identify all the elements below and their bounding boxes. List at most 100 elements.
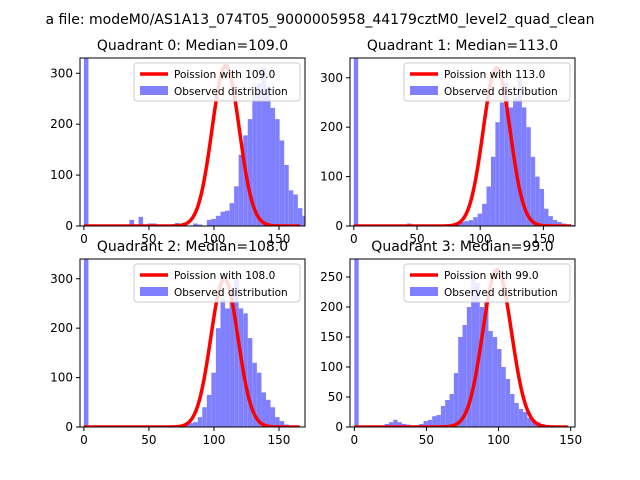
y-tick-label: 200 (320, 120, 343, 134)
histogram-bar (293, 194, 298, 226)
histogram-bar (270, 107, 276, 226)
histogram-bar (557, 222, 562, 226)
histogram-bar (256, 83, 262, 226)
histogram-bar (225, 210, 230, 226)
y-tick-label: 200 (50, 321, 73, 335)
histogram-bar (202, 407, 207, 427)
legend-hist-label: Observed distribution (174, 287, 288, 299)
histogram-bar (445, 400, 450, 427)
histogram-bar (215, 328, 221, 427)
legend-hist-label: Observed distribution (444, 86, 558, 98)
histogram-bar (83, 259, 89, 427)
legend-hist-label: Observed distribution (174, 86, 288, 98)
x-tick-label: 150 (532, 232, 555, 246)
legend-box (133, 62, 301, 102)
histogram-bar (427, 419, 433, 427)
histogram-bar (129, 219, 134, 226)
y-tick-label: 200 (50, 117, 73, 131)
poisson-fit-line (353, 268, 569, 427)
histogram-bar (517, 77, 522, 226)
histogram-bar (527, 418, 532, 427)
legend-hist-swatch (410, 86, 438, 95)
histogram-bar (279, 421, 285, 427)
histogram-bar (544, 208, 549, 226)
histogram-bar (479, 307, 485, 427)
histogram-bar (225, 308, 230, 427)
y-tick-label: 300 (320, 71, 343, 85)
y-tick-label: 0 (335, 219, 343, 233)
histogram-bar (471, 271, 476, 427)
subplot-quadrant-2: Quadrant 2: Median=108.0 0 50 100 150 0 100 200… (50, 239, 306, 447)
histogram-bar (220, 211, 226, 226)
histogram-bar (234, 278, 239, 427)
legend: Poission with 108.0 Observed distribution (133, 263, 301, 303)
axes-frame (349, 258, 576, 428)
histogram-bar (548, 216, 553, 226)
histogram-bar (138, 216, 144, 226)
histogram-bar (504, 82, 509, 226)
subplot-title: Quadrant 3: Median=99.0 (371, 239, 553, 255)
histogram-bar (193, 223, 198, 226)
x-tick-label: 150 (268, 232, 291, 246)
histogram-bar (482, 203, 487, 226)
histogram-bar (492, 337, 498, 427)
histogram-bar (490, 156, 496, 226)
histogram-bar (510, 394, 515, 427)
histogram-bar (261, 392, 266, 427)
subplot-title: Quadrant 0: Median=109.0 (97, 38, 288, 54)
histogram-bar (436, 415, 441, 427)
histogram-bar (297, 208, 303, 226)
histogram-bar (432, 416, 437, 427)
histogram-bar (288, 190, 294, 226)
plot-area (83, 259, 301, 427)
histogram-bar (270, 407, 276, 427)
legend-hist-swatch (140, 287, 168, 296)
legend-fit-label: Poission with 109.0 (174, 69, 275, 81)
histogram-bar (215, 215, 221, 226)
histogram-bar (312, 223, 317, 226)
y-tick-label: 50 (328, 390, 343, 404)
y-tick-label: 300 (50, 66, 73, 80)
histogram-bar (265, 87, 271, 226)
y-tick-label: 0 (335, 420, 343, 434)
histogram-bar (423, 421, 428, 427)
x-tick-label: 50 (141, 232, 156, 246)
histogram-bar (462, 325, 467, 427)
plot-area (353, 259, 569, 427)
y-tick-label: 100 (50, 371, 73, 385)
x-tick-label: 0 (80, 433, 88, 447)
legend-fit-label: Poission with 113.0 (444, 69, 545, 81)
axes-frame (79, 57, 306, 227)
histogram-bar (354, 259, 359, 427)
y-tick-label: 100 (320, 170, 343, 184)
legend-box (403, 263, 571, 303)
histogram-bar (229, 203, 235, 226)
histogram-bar (211, 372, 216, 427)
histogram-bar (256, 372, 262, 427)
histogram-bar (505, 379, 511, 427)
histogram-bar (206, 394, 212, 427)
x-tick-label: 50 (141, 433, 156, 447)
histogram-bar (206, 219, 212, 226)
histogram-bar (388, 422, 394, 427)
x-tick-label: 100 (203, 232, 226, 246)
histogram-bar (353, 58, 359, 226)
subplot-title: Quadrant 2: Median=108.0 (97, 239, 288, 255)
x-tick-label: 0 (350, 232, 358, 246)
x-tick-label: 150 (559, 433, 582, 447)
histogram-bar (229, 288, 235, 427)
histogram-bar (211, 218, 216, 226)
histogram-bar (499, 102, 505, 226)
histogram-bar (486, 186, 491, 226)
histogram-bar (261, 67, 266, 226)
histogram-bar (535, 176, 540, 226)
axes-frame (79, 258, 306, 428)
histogram-bar (243, 313, 248, 427)
x-tick-label: 50 (409, 232, 424, 246)
histogram-bar (220, 298, 226, 427)
histogram-bar (197, 417, 203, 427)
legend-box (133, 263, 301, 303)
histogram-bar (468, 220, 474, 226)
histogram-bar (449, 394, 454, 427)
histogram-bar (316, 224, 321, 226)
